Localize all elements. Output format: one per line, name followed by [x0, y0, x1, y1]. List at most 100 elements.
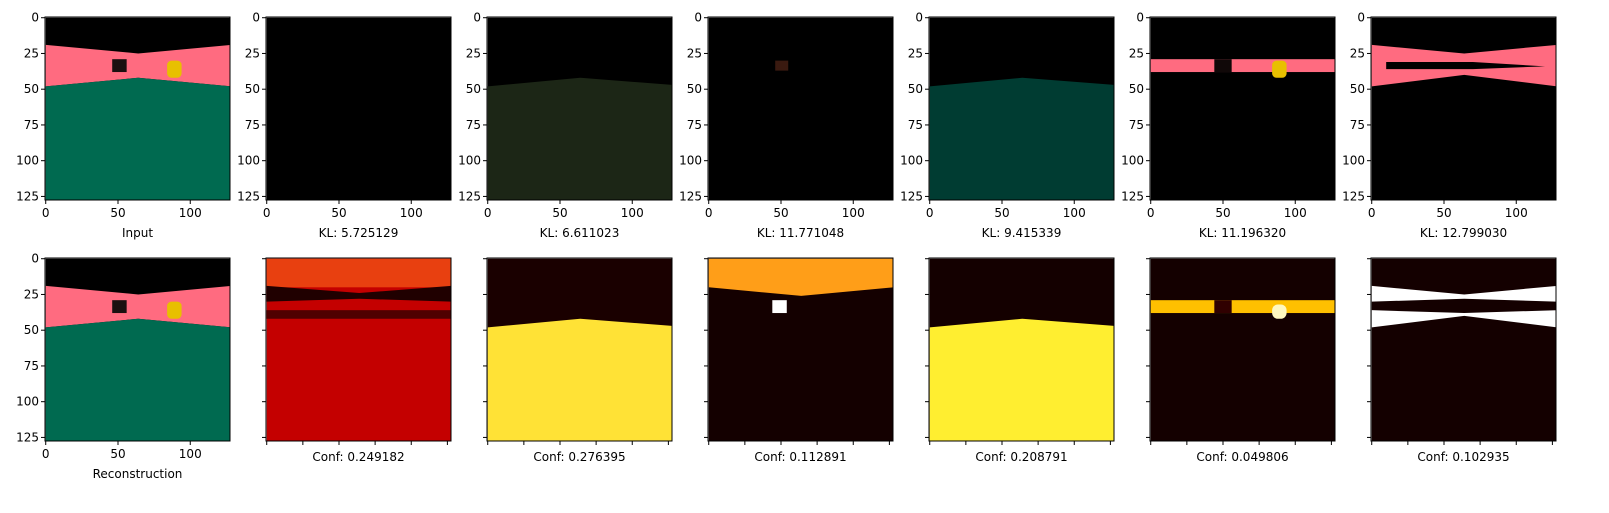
image-region — [708, 258, 893, 296]
x-tick-label: 0 — [1147, 206, 1155, 220]
x-tick-label: 50 — [110, 206, 125, 220]
axes-frame — [44, 257, 231, 442]
y-tick-label: 50 — [687, 82, 702, 96]
image-region — [1371, 310, 1556, 328]
y-tick-label: 100 — [16, 154, 39, 168]
image — [266, 258, 451, 441]
panel-label: KL: 11.771048 — [757, 226, 844, 240]
image — [1371, 258, 1556, 441]
y-tick-label: 75 — [1350, 118, 1365, 132]
y-tick-label: 50 — [245, 82, 260, 96]
y-tick-label: 125 — [1121, 189, 1144, 203]
y-tick-label: 0 — [252, 11, 260, 25]
x-tick-label: 100 — [179, 447, 202, 461]
axes-frame — [265, 16, 452, 201]
image — [1371, 17, 1556, 200]
x-tick-label: 50 — [1215, 206, 1230, 220]
x-tick-label: 100 — [842, 206, 865, 220]
image-region — [45, 77, 230, 200]
y-tick-label: 125 — [16, 189, 39, 203]
panel-label: Conf: 0.112891 — [754, 450, 846, 464]
image-region — [45, 285, 230, 328]
image-region — [1150, 17, 1335, 200]
y-tick-label: 125 — [1342, 189, 1365, 203]
axes-frame — [928, 16, 1115, 201]
image-region — [1371, 17, 1556, 200]
y-tick-label: 75 — [908, 118, 923, 132]
panel-label: KL: 11.196320 — [1199, 226, 1286, 240]
axes-frame — [1370, 16, 1557, 201]
image-region — [167, 60, 182, 78]
panel: Conf: 0.112891 — [704, 257, 894, 464]
y-tick-label: 25 — [466, 46, 481, 60]
image-region — [1150, 258, 1335, 441]
panel-label: Conf: 0.249182 — [312, 450, 404, 464]
panel-label: KL: 5.725129 — [319, 226, 399, 240]
y-tick-label: 25 — [1350, 46, 1365, 60]
axes-frame — [1149, 257, 1336, 442]
image-region — [1386, 62, 1546, 70]
x-tick-label: 50 — [773, 206, 788, 220]
image — [708, 258, 893, 441]
panel: 0 50 100 0 25 50 75 100 125 KL: 11.771048 — [679, 11, 894, 240]
x-tick-label: 50 — [331, 206, 346, 220]
panel-label: Input — [122, 226, 153, 240]
image-region — [167, 301, 182, 319]
axes-frame — [707, 16, 894, 201]
panel: 0 50 100 0 25 50 75 100 125 KL: 5.725129 — [237, 11, 452, 240]
panel: 0 50 100 0 25 50 75 100 125 Reconstruction — [16, 252, 231, 481]
panel: 0 50 100 0 25 50 75 100 125 KL: 6.611023 — [458, 11, 673, 240]
x-tick-label: 0 — [263, 206, 271, 220]
image-region — [775, 60, 789, 71]
y-tick-label: 100 — [1121, 154, 1144, 168]
image-region — [45, 318, 230, 441]
image-region — [772, 300, 787, 314]
image — [929, 258, 1114, 441]
axes-frame — [707, 257, 894, 442]
axes-frame — [1370, 257, 1557, 442]
x-tick-label: 0 — [926, 206, 934, 220]
panel-label: KL: 6.611023 — [540, 226, 620, 240]
image-region — [266, 285, 451, 302]
image-region — [266, 258, 451, 288]
x-tick-label: 100 — [621, 206, 644, 220]
y-tick-label: 50 — [1129, 82, 1144, 96]
image-region — [266, 17, 451, 200]
panel-label: Reconstruction — [93, 467, 183, 481]
x-tick-label: 50 — [1436, 206, 1451, 220]
image-region — [1214, 300, 1232, 314]
y-tick-label: 0 — [473, 11, 481, 25]
y-tick-label: 75 — [687, 118, 702, 132]
panel: 0 50 100 0 25 50 75 100 125 KL: 9.415339 — [900, 11, 1115, 240]
image-region — [1371, 258, 1556, 441]
y-tick-label: 0 — [915, 11, 923, 25]
y-tick-label: 0 — [31, 11, 39, 25]
panel: 0 50 100 0 25 50 75 100 125 KL: 11.196320 — [1121, 11, 1336, 240]
y-tick-label: 0 — [1357, 11, 1365, 25]
x-tick-label: 100 — [1505, 206, 1528, 220]
y-tick-label: 75 — [245, 118, 260, 132]
axes-frame — [44, 16, 231, 201]
x-tick-label: 50 — [552, 206, 567, 220]
image-region — [112, 300, 127, 314]
y-tick-label: 75 — [24, 118, 39, 132]
y-tick-label: 25 — [24, 46, 39, 60]
image-region — [929, 77, 1114, 200]
y-tick-label: 125 — [237, 189, 260, 203]
image — [708, 17, 893, 200]
image-region — [929, 318, 1114, 441]
image-region — [1214, 59, 1232, 73]
x-tick-label: 100 — [179, 206, 202, 220]
image-region — [487, 318, 672, 441]
y-tick-label: 75 — [1129, 118, 1144, 132]
y-tick-label: 25 — [245, 46, 260, 60]
x-tick-label: 0 — [484, 206, 492, 220]
panel: Conf: 0.249182 — [262, 257, 452, 464]
y-tick-label: 50 — [466, 82, 481, 96]
panel: Conf: 0.049806 — [1146, 257, 1336, 464]
y-tick-label: 0 — [1136, 11, 1144, 25]
x-tick-label: 0 — [705, 206, 713, 220]
image — [45, 258, 230, 441]
y-tick-label: 25 — [1129, 46, 1144, 60]
